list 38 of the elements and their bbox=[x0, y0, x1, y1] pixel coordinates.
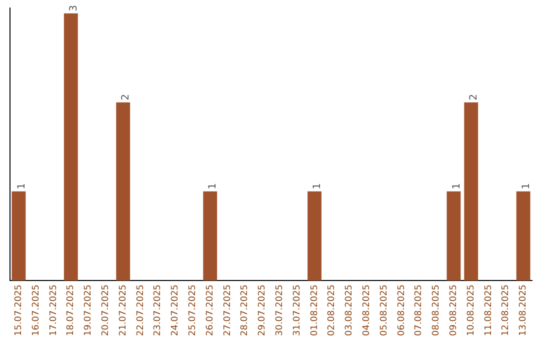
x-tick-label: 16.07.2025 bbox=[31, 284, 42, 336]
data-label: 1 bbox=[16, 183, 28, 190]
data-label: 3 bbox=[68, 4, 80, 12]
x-tick-label: 11.08.2025 bbox=[484, 284, 494, 336]
data-label: 1 bbox=[208, 183, 219, 190]
x-tick-label: 31.07.2025 bbox=[292, 284, 302, 336]
x-tick-label: 03.08.2025 bbox=[344, 284, 355, 336]
x-tick-label: 27.07.2025 bbox=[222, 284, 233, 336]
x-tick-label: 04.08.2025 bbox=[362, 284, 372, 336]
x-tick-label: 18.07.2025 bbox=[66, 284, 76, 336]
x-tick-label: 01.08.2025 bbox=[310, 284, 320, 336]
x-tick-label: 20.07.2025 bbox=[101, 284, 112, 336]
data-label: 1 bbox=[520, 183, 532, 190]
x-tick-label: 24.07.2025 bbox=[170, 284, 181, 336]
x-tick-label: 13.08.2025 bbox=[518, 284, 529, 336]
x-tick-label: 29.07.2025 bbox=[258, 284, 268, 336]
x-tick-label: 15.07.2025 bbox=[14, 284, 24, 336]
x-tick-label: 26.07.2025 bbox=[205, 284, 216, 336]
data-label: 1 bbox=[312, 183, 324, 190]
x-tick-label: 05.08.2025 bbox=[379, 284, 390, 336]
x-tick-label: 23.07.2025 bbox=[153, 284, 164, 336]
x-tick-label: 19.07.2025 bbox=[84, 284, 94, 336]
data-label: 1 bbox=[451, 183, 462, 190]
x-tick-label: 08.08.2025 bbox=[432, 284, 442, 336]
x-tick-label: 02.08.2025 bbox=[327, 284, 338, 336]
x-tick-label: 10.08.2025 bbox=[466, 284, 476, 336]
x-tick-label: 06.08.2025 bbox=[396, 284, 407, 336]
x-tick-label: 28.07.2025 bbox=[240, 284, 250, 336]
x-tick-label: 30.07.2025 bbox=[275, 284, 286, 336]
x-tick-label: 25.07.2025 bbox=[188, 284, 198, 336]
x-tick-label: 22.07.2025 bbox=[136, 284, 146, 336]
data-label: 2 bbox=[468, 94, 480, 100]
x-tick-label: 17.07.2025 bbox=[48, 284, 59, 336]
x-tick-label: 07.08.2025 bbox=[414, 284, 424, 336]
data-label: 2 bbox=[120, 94, 132, 100]
x-tick-label: 09.08.2025 bbox=[449, 284, 460, 336]
x-tick-label: 21.07.2025 bbox=[118, 284, 128, 336]
x-tick-label: 12.08.2025 bbox=[501, 284, 512, 336]
